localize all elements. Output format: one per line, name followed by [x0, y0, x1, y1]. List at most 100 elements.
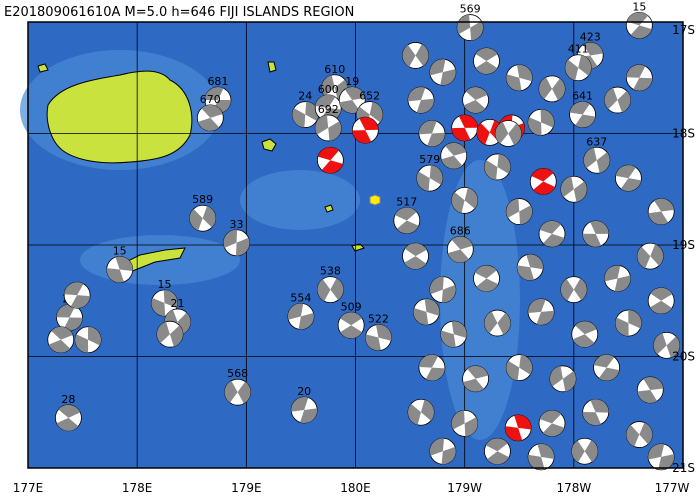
ball-quadrant — [375, 324, 392, 341]
beachball — [636, 242, 664, 270]
ball-quadrant — [519, 354, 533, 375]
ball-quadrant — [590, 220, 609, 234]
ball-quadrant — [539, 220, 561, 234]
ball-quadrant — [63, 317, 83, 331]
beachball — [484, 309, 511, 337]
beachball — [462, 365, 489, 393]
depth-label: 21 — [171, 297, 185, 310]
ball-quadrant — [464, 417, 478, 437]
beachball — [418, 354, 446, 382]
ball-quadrant — [344, 87, 366, 101]
beachball — [560, 175, 588, 203]
ball-quadrant — [476, 122, 490, 145]
depth-label: 637 — [586, 135, 607, 148]
ball-quadrant — [169, 325, 183, 347]
ball-quadrant — [464, 187, 478, 209]
beachball — [451, 186, 479, 214]
ball-quadrant — [578, 55, 592, 76]
ball-quadrant — [475, 48, 498, 62]
beachball — [538, 75, 566, 103]
ball-quadrant — [451, 127, 471, 141]
depth-label: 641 — [572, 90, 593, 103]
ball-quadrant — [475, 61, 498, 75]
ball-quadrant — [394, 207, 417, 221]
depth-label: 15 — [632, 0, 646, 13]
ball-quadrant — [654, 198, 675, 212]
beachball — [538, 220, 566, 248]
ball-quadrant — [650, 287, 673, 301]
ball-quadrant — [648, 443, 665, 460]
beachball — [204, 86, 232, 114]
beachball — [473, 265, 500, 292]
ball-quadrant — [526, 254, 544, 270]
depth-label: 28 — [61, 393, 75, 406]
beachball — [106, 256, 134, 283]
ball-quadrant — [615, 317, 629, 337]
ball-quadrant — [359, 117, 379, 131]
beachball — [625, 64, 653, 92]
depth-label: 589 — [192, 193, 213, 206]
ball-quadrant — [633, 77, 653, 91]
ball-quadrant — [402, 44, 416, 67]
beachball — [224, 378, 252, 406]
ball-quadrant — [582, 42, 604, 56]
ball-quadrant — [56, 417, 79, 431]
ball-quadrant — [582, 411, 601, 426]
ball-quadrant — [463, 100, 486, 114]
ball-quadrant — [298, 312, 314, 330]
ball-quadrant — [457, 14, 471, 35]
beachball — [505, 198, 533, 225]
x-tick-label: 177E — [13, 481, 44, 495]
ball-quadrant — [291, 397, 309, 412]
y-tick-label: 21S — [672, 461, 695, 475]
beachball — [440, 320, 468, 348]
beachball — [494, 120, 522, 147]
beachball — [440, 142, 468, 170]
beachball — [636, 376, 664, 404]
beachball — [416, 164, 444, 192]
beachball — [290, 396, 318, 424]
ball-quadrant — [224, 380, 238, 403]
ball-quadrant — [653, 333, 667, 355]
ball-quadrant — [565, 59, 579, 81]
beachball — [151, 289, 178, 317]
depth-label: 569 — [460, 3, 481, 16]
depth-label: 522 — [368, 313, 389, 326]
ball-quadrant — [533, 181, 556, 195]
ball-quadrant — [440, 330, 456, 348]
beachball — [653, 331, 681, 359]
beachball — [473, 47, 500, 75]
beachball — [456, 14, 484, 41]
y-tick-label: 17S — [672, 23, 695, 37]
depth-label: 670 — [200, 93, 221, 106]
beachball — [429, 276, 457, 304]
ball-quadrant — [508, 123, 522, 146]
ball-quadrant — [543, 233, 565, 247]
beachball — [615, 309, 642, 337]
ball-quadrant — [614, 275, 631, 292]
beachball — [569, 101, 596, 128]
ball-quadrant — [451, 410, 465, 430]
ball-quadrant — [539, 77, 552, 100]
beachball — [63, 281, 91, 309]
ball-quadrant — [650, 244, 664, 266]
ball-quadrant — [151, 298, 166, 316]
ball-quadrant — [424, 298, 440, 316]
ball-quadrant — [451, 236, 473, 250]
ball-quadrant — [573, 181, 587, 202]
depth-label: 24 — [298, 90, 312, 103]
ball-quadrant — [639, 422, 653, 445]
beachball — [549, 365, 577, 393]
beachball — [196, 104, 224, 132]
ball-quadrant — [531, 168, 554, 182]
ball-quadrant — [620, 178, 642, 192]
ball-quadrant — [415, 44, 429, 67]
beachball — [615, 164, 642, 192]
beachball — [504, 414, 532, 442]
ball-quadrant — [58, 404, 81, 418]
ball-quadrant — [572, 334, 595, 348]
x-tick-label: 178E — [122, 481, 153, 495]
ball-quadrant — [223, 229, 238, 248]
